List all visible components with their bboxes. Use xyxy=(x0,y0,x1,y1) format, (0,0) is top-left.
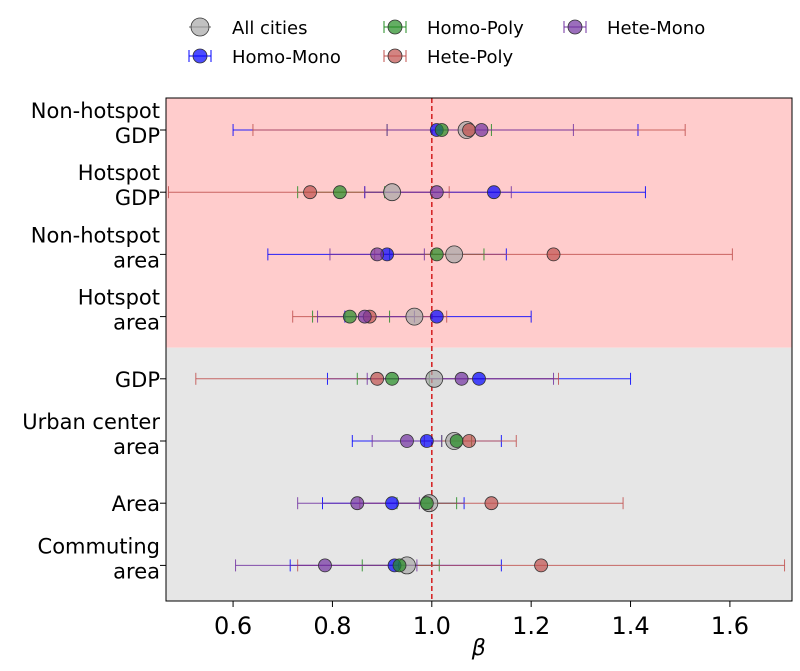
legend-label: All cities xyxy=(232,18,307,39)
data-point xyxy=(405,307,424,326)
x-tick-label: 1.6 xyxy=(711,612,749,640)
data-point xyxy=(357,309,372,324)
data-point xyxy=(419,434,434,448)
data-point xyxy=(546,247,561,262)
y-category-label: Area xyxy=(112,492,160,516)
region-backgrounds xyxy=(166,98,792,601)
legend-marker xyxy=(190,17,210,37)
y-category-label: GDP xyxy=(115,124,160,148)
legend-label: Homo-Mono xyxy=(232,47,341,68)
data-point xyxy=(429,185,444,200)
legend: All cities Homo-Mono Homo-Poly Hete-Poly Het… xyxy=(188,17,705,68)
y-category-label: Non-hotspot xyxy=(31,223,160,247)
legend-marker xyxy=(387,48,403,64)
y-category-label: GDP xyxy=(115,186,160,210)
data-point xyxy=(487,185,501,200)
markers-homo-poly xyxy=(332,123,464,573)
legend-item-homo-mono: Homo-Mono xyxy=(188,47,341,68)
legend-item-hete-mono: Hete-Mono xyxy=(563,18,705,39)
data-point xyxy=(385,496,399,511)
data-point xyxy=(472,371,486,386)
x-tick-label: 1.2 xyxy=(512,612,550,640)
legend-marker xyxy=(387,19,403,35)
data-point xyxy=(449,434,464,448)
data-point xyxy=(445,245,464,264)
hotspot-region-bg xyxy=(166,98,792,348)
data-point xyxy=(419,496,434,511)
plot-frame xyxy=(165,97,793,602)
data-point xyxy=(434,123,449,137)
markers-homo-mono xyxy=(380,123,501,573)
legend-item-all-cities: All cities xyxy=(189,17,307,39)
y-category-label: Commuting xyxy=(38,534,160,558)
y-category-label: area xyxy=(113,559,160,583)
y-category-label: Non-hotspot xyxy=(31,99,160,123)
data-point xyxy=(400,434,414,448)
markers-hete-mono xyxy=(318,123,489,573)
legend-marker xyxy=(567,19,583,35)
data-point xyxy=(534,558,549,573)
legend-marker xyxy=(192,48,208,64)
data-point xyxy=(392,558,407,573)
y-category-label: GDP xyxy=(115,368,160,392)
data-point xyxy=(370,247,385,262)
data-point xyxy=(454,371,469,386)
other-region-bg xyxy=(166,347,792,601)
markers-hete-poly xyxy=(303,123,561,573)
x-axis: 0.6 0.8 1.0 1.2 1.4 1.6 β xyxy=(214,601,749,661)
data-point xyxy=(332,185,347,200)
y-category-label: area xyxy=(113,248,160,272)
x-axis-label: β xyxy=(471,636,486,661)
data-point xyxy=(462,123,476,137)
data-point xyxy=(342,309,357,324)
y-axis: Non-hotspotGDPHotspotGDPNon-hotspotareaH… xyxy=(22,99,166,583)
y-category-label: Hotspot xyxy=(78,161,160,185)
data-point xyxy=(484,496,499,511)
x-tick-label: 1.0 xyxy=(413,612,451,640)
y-category-label: area xyxy=(113,311,160,335)
y-category-label: area xyxy=(113,435,160,459)
data-point xyxy=(429,309,444,324)
x-tick-label: 1.4 xyxy=(611,612,649,640)
legend-item-homo-poly: Homo-Poly xyxy=(383,18,524,39)
data-point xyxy=(318,558,332,573)
legend-label: Homo-Poly xyxy=(427,18,524,39)
plot-border xyxy=(165,97,793,602)
series-layer xyxy=(167,121,786,575)
data-point xyxy=(350,496,365,511)
legend-label: Hete-Mono xyxy=(607,18,705,39)
data-point xyxy=(425,369,444,388)
data-point xyxy=(303,185,317,200)
data-point xyxy=(429,247,444,262)
x-tick-label: 0.6 xyxy=(214,612,252,640)
y-category-label: Hotspot xyxy=(78,286,160,310)
y-category-label: Urban center xyxy=(22,410,160,434)
data-point xyxy=(370,371,385,386)
data-point xyxy=(462,434,476,448)
legend-label: Hete-Poly xyxy=(427,47,513,68)
data-point xyxy=(385,371,399,386)
data-point xyxy=(383,183,401,202)
data-point xyxy=(474,123,489,137)
x-tick-label: 0.8 xyxy=(313,612,351,640)
legend-item-hete-poly: Hete-Poly xyxy=(383,47,513,68)
